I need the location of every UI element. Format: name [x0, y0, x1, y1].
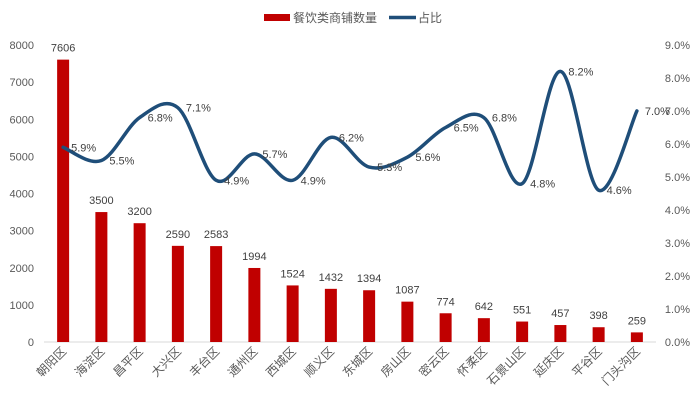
bar [286, 285, 299, 342]
ratio-value-label: 7.1% [186, 103, 211, 115]
ratio-value-label: 6.8% [148, 113, 173, 125]
bar-data-labels: 7606 3500 3200 2590 2583 1994 1524 1432 1394 1087… [51, 43, 646, 328]
bar-series [57, 59, 643, 342]
left-axis-tick-label: 1000 [10, 300, 34, 312]
bar-value-label: 774 [436, 296, 454, 308]
ratio-value-label: 7.0% [645, 106, 670, 118]
category-label: 门头沟区 [598, 344, 643, 389]
ratio-value-label: 4.8% [530, 179, 555, 191]
bar [324, 288, 337, 342]
category-label: 通州区 [225, 344, 260, 379]
bar-value-label: 457 [551, 308, 569, 320]
ratio-value-label: 5.5% [109, 156, 134, 168]
legend: 餐饮类商铺数量 占比 [264, 10, 442, 25]
left-axis-tick-label: 7000 [10, 77, 34, 89]
bar [248, 267, 261, 342]
right-axis-tick-label: 8.0% [665, 73, 690, 85]
bar-value-label: 1432 [319, 272, 343, 284]
left-axis-tick-label: 4000 [10, 189, 34, 201]
category-label: 昌平区 [110, 344, 145, 379]
ratio-value-label: 6.5% [454, 123, 479, 135]
category-label: 石景山区 [484, 344, 528, 388]
ratio-value-label: 6.2% [339, 132, 364, 144]
ratio-value-label: 5.3% [377, 162, 402, 174]
ratio-value-label: 6.8% [492, 113, 517, 125]
ratio-value-label: 8.2% [568, 66, 593, 78]
category-label: 怀柔区 [455, 344, 490, 379]
left-axis-tick-label: 8000 [10, 40, 34, 52]
category-label: 大兴区 [149, 344, 184, 379]
right-axis-tick-label: 2.0% [665, 271, 690, 283]
category-label: 东城区 [340, 344, 375, 379]
bar [171, 245, 184, 342]
left-axis-tick-label: 5000 [10, 151, 34, 163]
left-axis-tick-label: 0 [28, 337, 34, 349]
left-y-axis: 0 1000 2000 3000 4000 5000 6000 7000 8000 [10, 40, 34, 349]
ratio-value-label: 5.6% [415, 152, 440, 164]
x-axis-categories: 朝阳区 海淀区 昌平区 大兴区 丰台区 通州区 西城区 顺义区 东城区 房山区 密云区 怀柔区石景山区… [34, 344, 643, 389]
bar-value-label: 2590 [166, 229, 190, 241]
right-axis-tick-label: 7.0% [665, 106, 690, 118]
bar-value-label: 642 [475, 301, 493, 313]
category-label: 海淀区 [71, 344, 107, 380]
bar-value-label: 7606 [51, 43, 75, 55]
bar-value-label: 1994 [242, 251, 266, 263]
right-axis-tick-label: 4.0% [665, 205, 690, 217]
ratio-value-label: 4.9% [301, 175, 326, 187]
bar [95, 212, 108, 342]
category-label: 丰台区 [186, 344, 222, 380]
legend-bar-swatch [264, 14, 290, 21]
bar [516, 321, 529, 342]
ratio-value-label: 5.9% [71, 142, 96, 154]
ratio-value-label: 4.9% [224, 175, 249, 187]
bar-value-label: 1394 [357, 273, 381, 285]
bar-value-label: 259 [628, 315, 646, 327]
category-label: 顺义区 [302, 344, 337, 379]
bar-value-label: 1087 [395, 285, 419, 297]
bar-value-label: 398 [589, 310, 607, 322]
legend-bar-label: 餐饮类商铺数量 [293, 10, 377, 25]
left-axis-tick-label: 3000 [10, 226, 34, 238]
bar-value-label: 3500 [89, 195, 113, 207]
bar-value-label: 2583 [204, 229, 228, 241]
category-label: 房山区 [377, 344, 413, 380]
bar [592, 327, 605, 342]
bar [210, 246, 223, 342]
bar [57, 59, 70, 342]
bar-value-label: 551 [513, 305, 531, 317]
legend-line-label: 占比 [418, 10, 442, 25]
left-axis-tick-label: 6000 [10, 114, 34, 126]
right-axis-tick-label: 5.0% [665, 172, 690, 184]
category-label: 延庆区 [531, 344, 566, 379]
category-label: 朝阳区 [34, 344, 69, 379]
bar [554, 325, 567, 342]
bar [401, 301, 414, 342]
right-axis-tick-label: 6.0% [665, 139, 690, 151]
bar-value-label: 3200 [127, 206, 151, 218]
ratio-line [61, 69, 639, 192]
right-axis-tick-label: 1.0% [665, 304, 690, 316]
category-label: 平谷区 [569, 344, 604, 379]
right-y-axis: 0.0% 1.0% 2.0% 3.0% 4.0% 5.0% 6.0% 7.0% 8.0% 9.0% [665, 40, 690, 349]
bar-value-label: 1524 [280, 268, 304, 280]
right-axis-tick-label: 3.0% [665, 238, 690, 250]
bar [477, 318, 490, 342]
bar [363, 290, 376, 342]
left-axis-tick-label: 2000 [10, 263, 34, 275]
ratio-value-label: 5.7% [262, 149, 287, 161]
category-label: 西城区 [263, 344, 298, 379]
bar [630, 332, 643, 342]
ratio-value-label: 4.6% [607, 185, 632, 197]
category-label: 密云区 [416, 344, 452, 380]
right-axis-tick-label: 9.0% [665, 40, 690, 52]
bar [439, 313, 452, 342]
right-axis-tick-label: 0.0% [665, 337, 690, 349]
bar [133, 223, 146, 342]
line-data-labels: 5.9% 5.5% 6.8% 7.1% 4.9% 5.7% 4.9% 6.2% 5.3% 5.6%… [71, 66, 670, 197]
